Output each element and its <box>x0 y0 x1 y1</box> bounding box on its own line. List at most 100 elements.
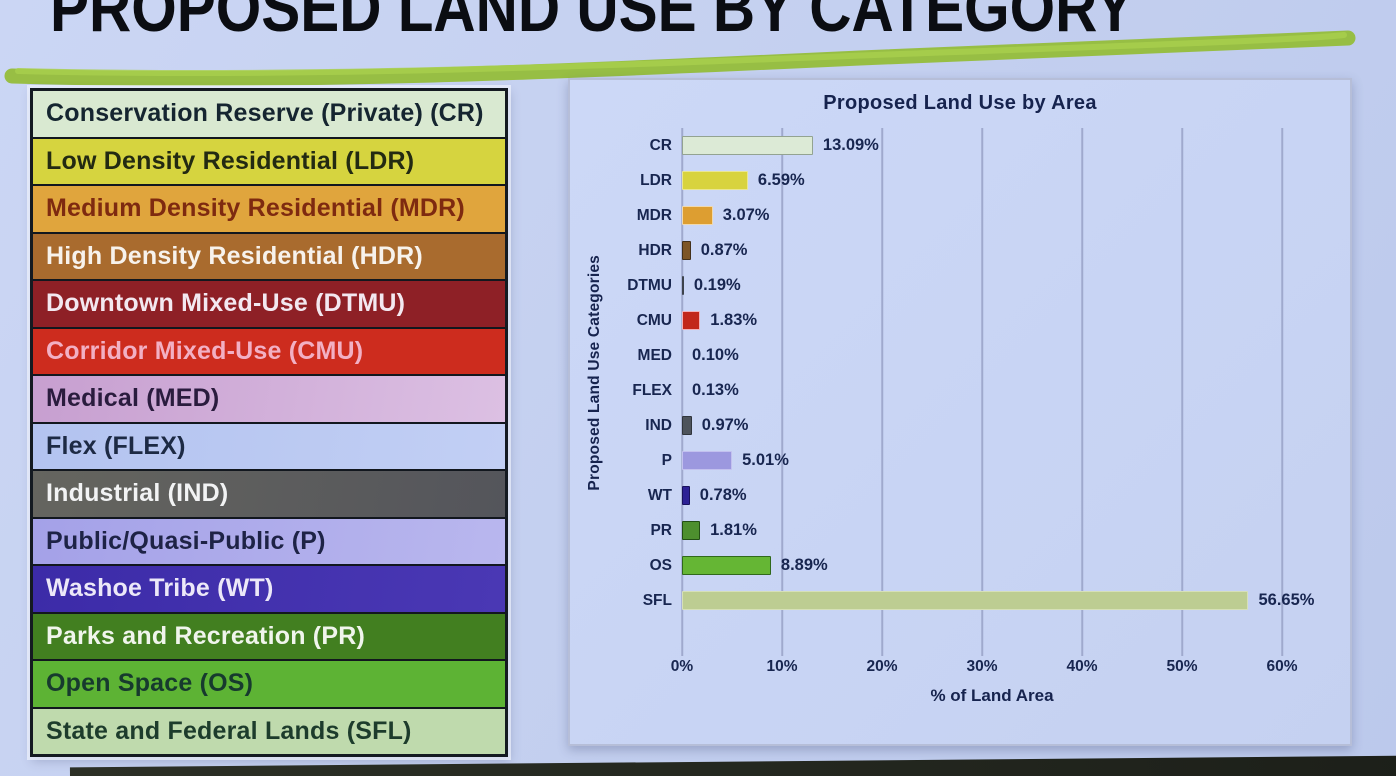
category-axis: CR LDR MDR HDR DTMU CMU MED FLEX IND P WT PR OS SFL <box>578 128 682 618</box>
legend-row-ldr: Low Density Residential (LDR) <box>33 138 505 186</box>
bar-sfl <box>682 591 1249 610</box>
category-label-dtmu: DTMU <box>627 276 672 294</box>
category-label-flex: FLEX <box>632 381 672 399</box>
gridline-30% <box>981 128 983 656</box>
plot-area: CR LDR MDR HDR DTMU CMU MED FLEX IND P WT PR OS SFL 1… <box>578 128 1314 656</box>
bar-value-wt: 0.78% <box>699 486 747 504</box>
legend-item-label: Parks and Recreation (PR) <box>46 621 365 650</box>
chart-row-med: 0.10% <box>682 338 1302 373</box>
bar-pr <box>682 521 701 540</box>
x-tick-label-50%: 50% <box>1166 658 1198 675</box>
chart-row-wt: 0.78% <box>682 478 1302 513</box>
bar-value-cr: 13.09% <box>822 136 879 154</box>
gridlines <box>681 128 1302 656</box>
category-label-pr: PR <box>650 521 672 539</box>
plot: 13.09% 6.59% 3.07% 0.87% 0.19% 1.83% 0.10% 0.13… <box>681 128 1314 656</box>
chart-row-dtmu: 0.19% <box>682 268 1302 303</box>
legend-table: Conservation Reserve (Private) (CR) Low D… <box>27 85 511 760</box>
photo-bottom-edge <box>69 754 1396 776</box>
category-label-med: MED <box>637 346 672 364</box>
chart-row-p: 5.01% <box>682 443 1302 478</box>
legend-item-label: State and Federal Lands (SFL) <box>46 716 412 745</box>
bar-dtmu <box>682 276 684 295</box>
x-axis-title: % of Land Area <box>930 686 1054 705</box>
bar-p <box>682 451 733 470</box>
legend-item-label: Industrial (IND) <box>46 479 229 508</box>
category-label-os: OS <box>649 556 672 574</box>
x-tick-label-40%: 40% <box>1066 658 1098 675</box>
bar-wt <box>682 486 690 505</box>
slide-title: PROPOSED LAND USE BY CATEGORY <box>50 0 1135 46</box>
category-label-sfl: SFL <box>642 591 672 609</box>
bar-ind <box>682 416 692 435</box>
legend-item-label: Low Density Residential (LDR) <box>46 146 415 175</box>
legend-row-p: Public/Quasi-Public (P) <box>33 518 505 566</box>
bar-value-cmu: 1.83% <box>710 311 758 329</box>
x-tick-label-0%: 0% <box>670 658 694 675</box>
chart-card: Proposed Land Use by Area Proposed Land … <box>568 78 1352 746</box>
legend-item-label: Open Space (OS) <box>46 669 254 698</box>
category-label-cr: CR <box>649 136 672 154</box>
category-label-cmu: CMU <box>636 311 672 329</box>
legend-row-ind: Industrial (IND) <box>33 471 505 519</box>
bar-value-flex: 0.13% <box>692 381 739 399</box>
bar-os <box>682 556 771 575</box>
legend-item-label: Public/Quasi-Public (P) <box>46 526 326 555</box>
legend-item-label: Flex (FLEX) <box>46 431 186 460</box>
legend-row-sfl: State and Federal Lands (SFL) <box>33 708 505 754</box>
x-tick-label-30%: 30% <box>966 658 998 675</box>
legend-item-label: Medical (MED) <box>46 384 220 413</box>
category-label-p: P <box>661 451 672 469</box>
bar-ldr <box>682 171 748 190</box>
chart-row-hdr: 0.87% <box>682 233 1302 268</box>
legend-item-label: Corridor Mixed-Use (CMU) <box>46 336 364 365</box>
category-label-hdr: HDR <box>638 241 672 259</box>
legend-row-mdr: Medium Density Residential (MDR) <box>33 186 505 234</box>
gridline-50% <box>1181 128 1183 656</box>
bar-cr <box>682 136 813 155</box>
chart-row-mdr: 3.07% <box>682 198 1302 233</box>
x-tick-label-20%: 20% <box>866 658 898 675</box>
x-tick-labels: 0% 10% 20% 30% 40% 50% 60% <box>671 658 1302 680</box>
gridline-0% <box>681 128 683 656</box>
legend-row-os: Open Space (OS) <box>33 661 505 709</box>
legend-row-wt: Washoe Tribe (WT) <box>33 566 505 614</box>
category-label-mdr: MDR <box>636 206 672 224</box>
legend-row-cmu: Corridor Mixed-Use (CMU) <box>33 328 505 376</box>
chart-row-cr: 13.09% <box>682 128 1302 163</box>
bar-value-p: 5.01% <box>742 451 789 469</box>
legend-row-dtmu: Downtown Mixed-Use (DTMU) <box>33 281 505 329</box>
bar-value-hdr: 0.87% <box>700 241 748 259</box>
legend-row-cr: Conservation Reserve (Private) (CR) <box>33 91 505 139</box>
legend-row-med: Medical (MED) <box>33 376 505 424</box>
chart-row-cmu: 1.83% <box>682 303 1302 338</box>
gridline-60% <box>1281 128 1283 656</box>
bar-value-os: 8.89% <box>780 556 828 574</box>
bar-cmu <box>682 311 701 330</box>
legend-item-label: Conservation Reserve (Private) (CR) <box>46 99 484 128</box>
bar-value-sfl: 56.65% <box>1258 591 1315 609</box>
chart-row-ind: 0.97% <box>682 408 1302 443</box>
chart-row-os: 8.89% <box>682 548 1302 583</box>
gridline-10% <box>781 128 783 656</box>
legend-row-flex: Flex (FLEX) <box>33 423 505 471</box>
bar-value-dtmu: 0.19% <box>693 276 741 294</box>
plot-rows: 13.09% 6.59% 3.07% 0.87% 0.19% 1.83% 0.10% 0.13… <box>682 128 1314 618</box>
bar-value-pr: 1.81% <box>710 521 757 539</box>
legend-row-hdr: High Density Residential (HDR) <box>33 233 505 281</box>
bar-value-med: 0.10% <box>692 346 739 364</box>
legend-item-label: High Density Residential (HDR) <box>46 241 423 270</box>
legend-row-pr: Parks and Recreation (PR) <box>33 613 505 661</box>
bar-value-ldr: 6.59% <box>757 171 805 189</box>
category-label-wt: WT <box>647 486 672 504</box>
bar-value-ind: 0.97% <box>701 416 749 434</box>
chart-row-flex: 0.13% <box>682 373 1302 408</box>
legend-item-label: Medium Density Residential (MDR) <box>46 194 465 223</box>
category-label-ind: IND <box>645 416 672 434</box>
bar-value-mdr: 3.07% <box>722 206 770 224</box>
chart-row-sfl: 56.65% <box>682 583 1314 618</box>
legend-item-label: Washoe Tribe (WT) <box>46 574 274 603</box>
bar-hdr <box>682 241 691 260</box>
x-tick-label-60%: 60% <box>1266 658 1298 675</box>
